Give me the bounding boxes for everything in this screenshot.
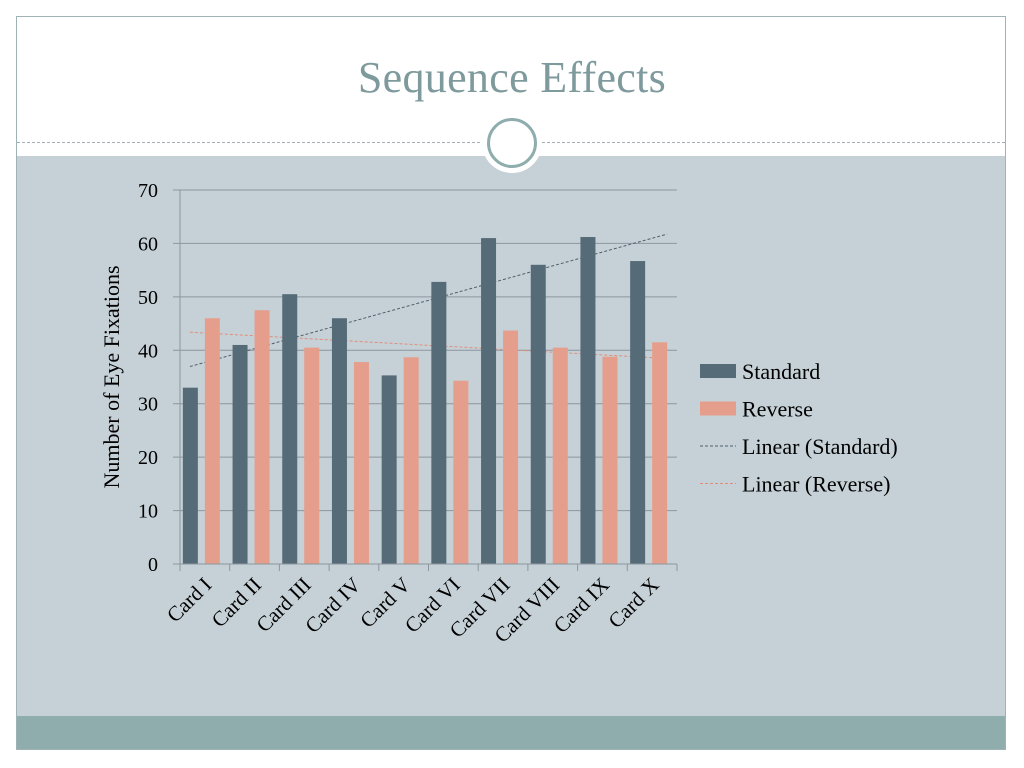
bar-standard <box>580 237 596 564</box>
x-tick-label: Card IV <box>300 573 365 638</box>
legend-label: Reverse <box>742 397 813 422</box>
bar-reverse <box>602 356 618 564</box>
legend-label: Standard <box>742 359 820 384</box>
slide-title: Sequence Effects <box>357 53 667 102</box>
bar-standard <box>331 318 347 564</box>
x-tick-label: Card IX <box>549 573 614 638</box>
bar-reverse <box>304 347 320 564</box>
legend-swatch <box>700 364 736 378</box>
bar-standard <box>431 281 447 564</box>
circle-ornament-ring-icon <box>487 118 537 168</box>
legend-label: Linear (Reverse) <box>742 472 890 497</box>
bar-reverse <box>552 347 568 564</box>
bar-reverse <box>652 342 668 564</box>
bar-standard <box>282 294 298 564</box>
bar-reverse <box>403 357 419 564</box>
bar-standard <box>381 375 397 564</box>
gridlines <box>173 189 677 565</box>
bar-standard <box>481 238 497 565</box>
y-tick-label: 10 <box>138 501 158 523</box>
bar-reverse <box>453 380 469 564</box>
legend-swatch <box>700 401 736 416</box>
bar-reverse <box>353 362 369 564</box>
y-axis-title: Number of Eye Fixations <box>99 265 124 488</box>
y-tick-label: 30 <box>138 394 158 416</box>
bar-standard <box>182 387 198 564</box>
axes <box>179 190 678 571</box>
y-tick-label: 0 <box>148 554 158 576</box>
bar-reverse <box>503 330 519 564</box>
y-tick-label: 60 <box>138 233 158 255</box>
bar-standard <box>530 264 546 564</box>
legend-label: Linear (Standard) <box>742 434 898 459</box>
y-tick-label: 20 <box>138 447 158 469</box>
y-tick-label: 70 <box>138 180 158 202</box>
x-tick-label: Card I <box>162 573 217 628</box>
y-tick-label: 50 <box>138 287 158 309</box>
bar-standard <box>630 261 646 564</box>
bar-reverse <box>254 310 270 564</box>
y-tick-labels: 0 10 20 30 40 50 60 70 <box>138 180 158 576</box>
legend: Standard Reverse Linear (Standard) Linear (… <box>700 359 898 497</box>
bar-reverse <box>204 318 220 564</box>
bar-standard <box>232 344 248 564</box>
bars <box>182 237 668 565</box>
footer-band <box>17 716 1005 749</box>
y-tick-label: 40 <box>138 340 158 362</box>
x-tick-label: Card X <box>603 573 663 633</box>
